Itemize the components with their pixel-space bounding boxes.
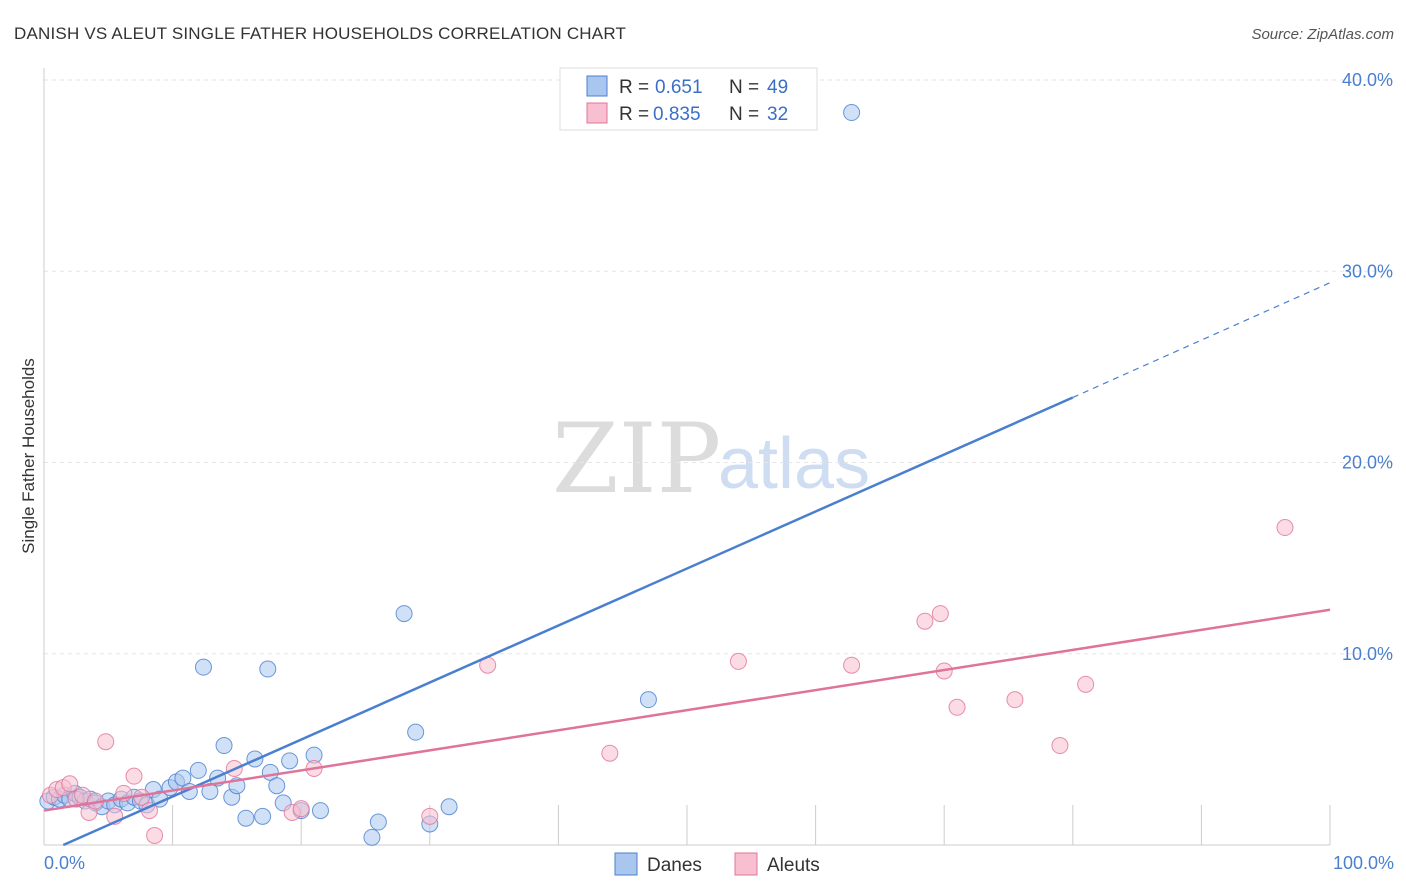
data-points [39,104,1294,846]
aleuts-point [146,826,164,844]
watermark-zip: ZIP [552,403,721,515]
legend-swatch-aleuts [586,102,608,124]
x-tick-label-max: 100.0% [1333,853,1394,873]
aleuts-point [1276,519,1294,537]
aleuts-point [97,733,115,751]
aleuts-point [421,807,439,825]
danes-point [311,802,329,820]
danes-point [194,658,212,676]
danes-point [189,761,207,779]
danes-point [215,737,233,755]
danes-point [395,605,413,623]
legend-r-label-danes: R = [619,77,649,98]
danes-point [639,691,657,709]
danes-trend-extension [1072,282,1331,399]
legend-n-value-aleuts: 32 [767,104,788,125]
aleuts-point [729,652,747,670]
danes-point [268,777,286,795]
danes-point [369,813,387,831]
aleuts-trend-line [43,608,1331,812]
aleuts-point [1077,675,1095,693]
watermark: ZIP atlas [552,403,870,515]
aleuts-point [916,612,934,630]
trend-lines [43,282,1331,847]
legend-r-value-danes: 0.651 [655,77,703,98]
y-tick-label: 20.0% [1342,453,1393,473]
danes-point [843,104,861,122]
aleuts-point [292,800,310,818]
aleuts-point [1006,691,1024,709]
danes-point [281,752,299,770]
danes-point [237,809,255,827]
legend-n-label-danes: N = [729,77,759,98]
legend-swatch-danes [586,75,608,97]
aleuts-point [61,775,79,793]
legend-r-value-aleuts: 0.835 [653,104,701,125]
y-tick-label: 40.0% [1342,70,1393,90]
chart-source: Source: ZipAtlas.com [1251,26,1394,43]
bottom-legend-label-danes: Danes [647,855,702,876]
aleuts-point [1051,737,1069,755]
bottom-legend-swatch-danes [614,852,638,876]
danes-trend-line [62,396,1074,847]
watermark-atlas: atlas [718,424,870,504]
grid [44,79,1393,655]
danes-point [363,828,381,846]
legend-r-label-aleuts: R = [619,104,649,125]
axes [43,68,1331,846]
aleuts-point [125,767,143,785]
bottom-legend: Danes Aleuts [614,852,820,876]
danes-point [407,723,425,741]
bottom-legend-swatch-aleuts [734,852,758,876]
aleuts-point [931,605,949,623]
legend-n-label-aleuts: N = [729,104,759,125]
danes-point [259,660,277,678]
danes-point [254,807,272,825]
y-tick-label: 10.0% [1342,644,1393,664]
x-tick-label-min: 0.0% [44,853,85,873]
chart-title: DANISH VS ALEUT SINGLE FATHER HOUSEHOLDS… [14,24,626,43]
danes-point [440,798,458,816]
aleuts-point [601,744,619,762]
y-axis-label: Single Father Households [19,358,38,554]
bottom-legend-label-aleuts: Aleuts [767,855,820,876]
legend: R = 0.651 N = 49 R = 0.835 N = 32 [559,67,818,131]
aleuts-point [843,656,861,674]
y-tick-labels: 10.0% 20.0% 30.0% 40.0% [1342,70,1393,664]
y-tick-label: 30.0% [1342,261,1393,281]
aleuts-point [948,698,966,716]
legend-n-value-danes: 49 [767,77,788,98]
